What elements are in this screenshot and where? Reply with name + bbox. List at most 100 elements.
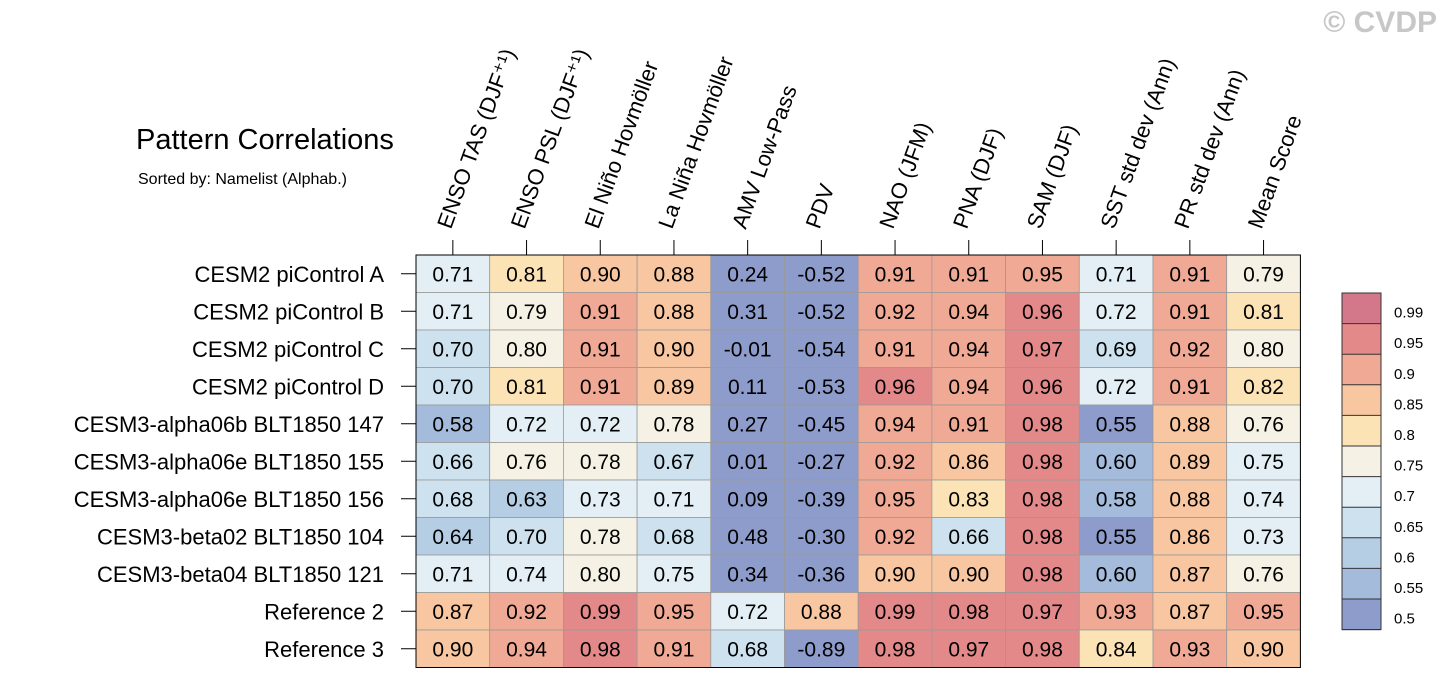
row-label: CESM2 piControl A <box>194 262 384 287</box>
heatmap-cell <box>1005 479 1080 518</box>
cell-value: 0.97 <box>948 638 989 661</box>
heatmap-cell <box>931 629 1007 668</box>
heatmap-cell <box>857 292 933 331</box>
column-label: El Niño Hovmöller <box>579 58 663 232</box>
heatmap-cell <box>710 404 785 443</box>
cell-value: 0.78 <box>654 413 695 436</box>
row-label: CESM2 piControl C <box>192 337 384 362</box>
cell-value: 0.90 <box>875 563 916 586</box>
heatmap-cell <box>784 592 859 631</box>
cell-value: 0.98 <box>1022 638 1063 661</box>
cell-value: 0.81 <box>1243 301 1284 324</box>
cell-value: 0.94 <box>948 338 989 361</box>
heatmap-cell <box>1226 254 1301 293</box>
heatmap-cell <box>563 554 638 593</box>
cell-value: 0.88 <box>654 301 695 324</box>
heatmap-cell <box>1078 629 1154 668</box>
heatmap-cell <box>1078 479 1154 518</box>
cell-value: 0.86 <box>948 451 989 474</box>
column-label: PNA (DJF) <box>948 124 1007 231</box>
cell-value: 0.94 <box>948 301 989 324</box>
cell-value: -0.36 <box>797 563 845 586</box>
column-label: NAO (JFM) <box>874 119 936 232</box>
colorbar-label: 0.99 <box>1394 305 1423 322</box>
cell-value: 0.72 <box>1096 376 1137 399</box>
heatmap-cell <box>710 554 785 593</box>
cell-value: 0.91 <box>875 263 916 286</box>
row-label: CESM3-alpha06e BLT1850 156 <box>74 487 384 512</box>
cell-value: 0.31 <box>727 301 768 324</box>
cell-value: 0.58 <box>1096 488 1137 511</box>
cell-value: 0.88 <box>654 263 695 286</box>
cell-value: 0.89 <box>654 376 695 399</box>
cell-value: 0.72 <box>580 413 621 436</box>
row-label: CESM3-alpha06b BLT1850 147 <box>74 412 384 437</box>
heatmap-cell <box>710 367 785 406</box>
colorbar-swatch <box>1342 599 1381 630</box>
cell-value: 0.96 <box>1022 376 1063 399</box>
cell-value: 0.69 <box>1096 338 1137 361</box>
cell-value: 0.94 <box>948 376 989 399</box>
cell-value: 0.72 <box>1096 301 1137 324</box>
cell-value: 0.73 <box>580 488 621 511</box>
heatmap-cell <box>1078 329 1154 368</box>
cell-value: 0.91 <box>948 263 989 286</box>
column-label: PR std dev (Ann) <box>1169 66 1250 232</box>
cell-value: 0.92 <box>875 526 916 549</box>
cell-value: 0.98 <box>1022 563 1063 586</box>
heatmap-cell <box>636 554 712 593</box>
cell-value: 0.80 <box>1243 338 1284 361</box>
cell-value: 0.98 <box>580 638 621 661</box>
heatmap-cell <box>1152 554 1228 593</box>
heatmap-cell <box>710 292 785 331</box>
cell-value: 0.89 <box>1169 451 1210 474</box>
cell-value: 0.87 <box>432 601 473 624</box>
cell-value: 0.66 <box>948 526 989 549</box>
cell-value: 0.91 <box>1169 263 1210 286</box>
heatmap-cell <box>784 442 859 481</box>
cell-value: -0.54 <box>797 338 845 361</box>
heatmap-cell <box>1005 592 1080 631</box>
heatmap-cell <box>489 479 564 518</box>
cell-value: 0.98 <box>948 601 989 624</box>
chart-title: Pattern Correlations <box>136 124 394 156</box>
heatmap-cell <box>1226 479 1301 518</box>
cell-value: 0.48 <box>727 526 768 549</box>
cell-value: 0.34 <box>727 563 768 586</box>
heatmap-cell <box>489 442 564 481</box>
heatmap-cell <box>1226 517 1301 556</box>
cell-value: 0.91 <box>1169 301 1210 324</box>
heatmap-cell <box>489 629 564 668</box>
heatmap-cell <box>784 329 859 368</box>
cell-value: 0.71 <box>432 301 473 324</box>
heatmap-cell <box>1078 404 1154 443</box>
heatmap-cell <box>784 404 859 443</box>
cell-value: 0.79 <box>1243 263 1284 286</box>
cell-value: 0.09 <box>727 488 768 511</box>
heatmap-cell <box>784 554 859 593</box>
column-label: AMV Low-Pass <box>727 82 802 232</box>
heatmap-cell <box>563 329 638 368</box>
cell-value: 0.90 <box>654 338 695 361</box>
heatmap-cell <box>1078 592 1154 631</box>
heatmap-cell <box>784 292 859 331</box>
cell-value: 0.81 <box>506 376 547 399</box>
row-label: CESM3-beta02 BLT1850 104 <box>97 524 384 549</box>
heatmap-cell <box>415 404 491 443</box>
cell-value: 0.74 <box>506 563 547 586</box>
colorbar-swatch <box>1342 323 1381 355</box>
cell-value: 0.75 <box>1243 451 1284 474</box>
cell-value: 0.76 <box>506 451 547 474</box>
cell-value: 0.68 <box>727 638 768 661</box>
cell-value: 0.76 <box>1243 563 1284 586</box>
heatmap-cell <box>931 254 1007 293</box>
heatmap-cell <box>1226 629 1301 668</box>
heatmap-cell <box>1078 442 1154 481</box>
cell-value: 0.68 <box>654 526 695 549</box>
cell-value: 0.80 <box>580 563 621 586</box>
cell-value: 0.98 <box>875 638 916 661</box>
cell-value: 0.98 <box>1022 451 1063 474</box>
cell-value: 0.88 <box>1169 413 1210 436</box>
cell-value: -0.27 <box>797 451 845 474</box>
heatmap-cell <box>1078 517 1154 556</box>
